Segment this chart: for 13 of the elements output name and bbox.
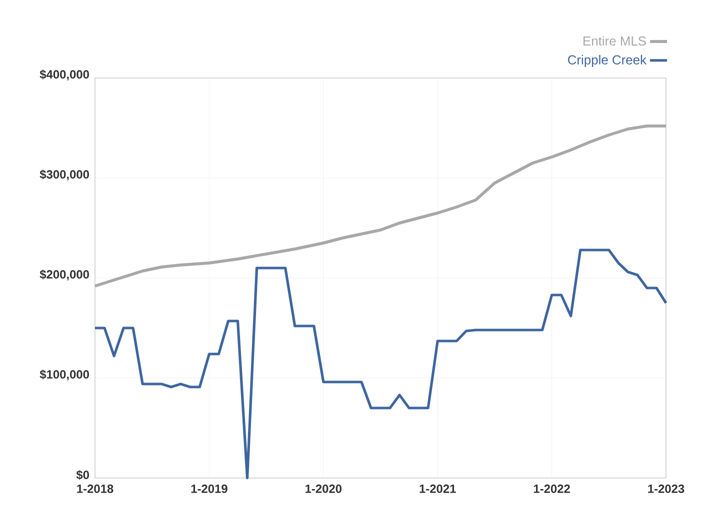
- y-tick-label: $400,000: [40, 70, 89, 80]
- y-tick-label: $200,000: [40, 270, 89, 280]
- x-tick-label: 1-2021: [420, 484, 456, 493]
- x-tick-label: 1-2022: [534, 484, 570, 493]
- x-tick-label: 1-2020: [306, 484, 342, 493]
- x-tick-label: 1-2023: [648, 484, 684, 494]
- y-tick-label: $0: [76, 470, 89, 480]
- legend-label: Entire MLS: [584, 36, 646, 46]
- x-tick-label: 1-2018: [77, 484, 114, 493]
- y-tick-label: $100,000: [40, 370, 89, 380]
- x-tick-label: 1-2019: [191, 484, 228, 493]
- legend-label: Cripple Creek: [568, 54, 647, 68]
- y-tick-label: $300,000: [40, 170, 89, 180]
